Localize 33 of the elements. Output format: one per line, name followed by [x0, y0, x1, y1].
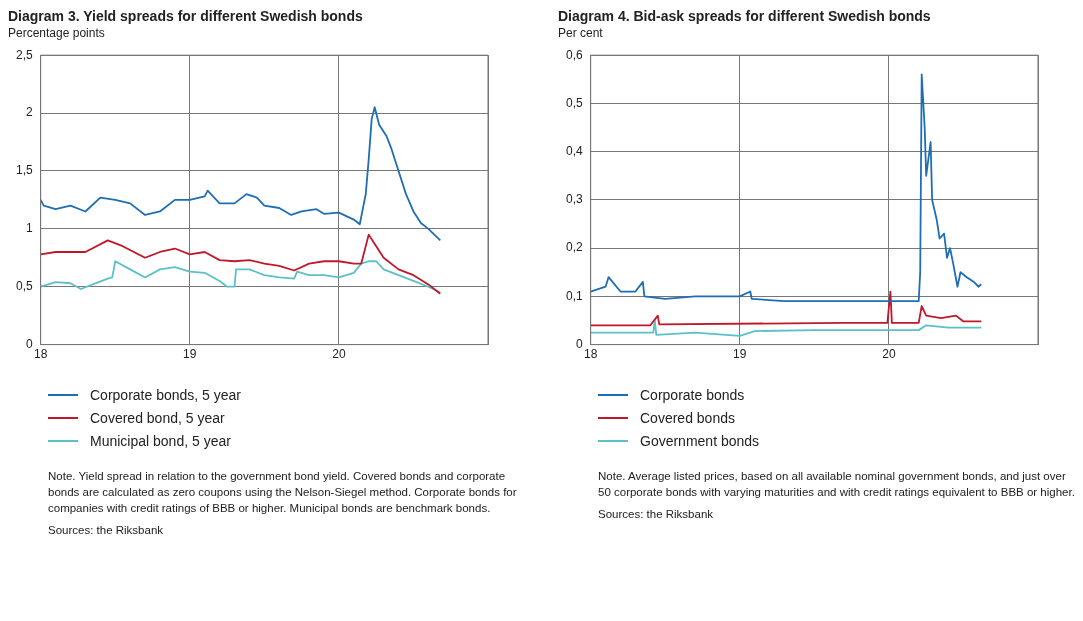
y-tick-label: 2,5 — [15, 47, 33, 62]
chart-subtitle: Percentage points — [8, 26, 106, 40]
legend-label: Corporate bonds, 5 year — [90, 386, 241, 403]
text: Note. Average listed prices, based on all available nominal government bonds, and just over 50 corporate bonds with varying maturities and with credit ratings equivalent to BBB or higher. — [598, 469, 1076, 500]
x-tick-label: 18 — [34, 347, 48, 362]
x-tick-label: 18 — [584, 347, 598, 362]
legend-label: Municipal bond, 5 year — [90, 432, 231, 449]
legend-label: Covered bond, 5 year — [90, 409, 225, 426]
y-tick-label: 0,4 — [565, 143, 583, 158]
chart-title: Diagram 4. Bid-ask spreads for different Swedish bonds — [558, 8, 932, 24]
y-tick-label: 0,6 — [565, 47, 583, 62]
y-tick-label: 0 — [25, 336, 33, 351]
x-tick-label: 20 — [882, 347, 896, 362]
y-tick-label: 0,5 — [565, 95, 583, 110]
y-tick-label: 0,5 — [15, 279, 33, 294]
y-tick-label: 1,5 — [15, 163, 33, 178]
x-tick-label: 19 — [733, 347, 747, 362]
chart-title: Diagram 3. Yield spreads for different Swedish bonds — [8, 8, 364, 24]
source-note: Sources: the Riksbank — [598, 507, 715, 522]
x-tick-label: 19 — [183, 347, 197, 362]
x-tick-label: 20 — [332, 347, 346, 362]
chart-subtitle: Per cent — [558, 26, 604, 40]
y-tick-label: 0 — [575, 336, 583, 351]
legend-label: Covered bonds — [640, 409, 735, 426]
legend-label: Government bonds — [640, 432, 760, 449]
y-tick-label: 0,1 — [565, 288, 583, 303]
text: Note. Yield spread in relation to the government bond yield. Covered bonds and corporate bonds are calculated as zero coupons using the Nelson-Siegel method. Corporate bonds for companies with credit ratings of BBB or higher. Municipal bonds are benchmark bonds. — [48, 469, 518, 516]
y-tick-label: 0,2 — [565, 240, 583, 255]
legend-label: Corporate bonds — [640, 386, 745, 403]
y-tick-label: 2 — [25, 105, 33, 120]
y-tick-label: 0,3 — [565, 192, 583, 207]
y-tick-label: 1 — [25, 221, 33, 236]
source-note: Sources: the Riksbank — [48, 523, 165, 538]
